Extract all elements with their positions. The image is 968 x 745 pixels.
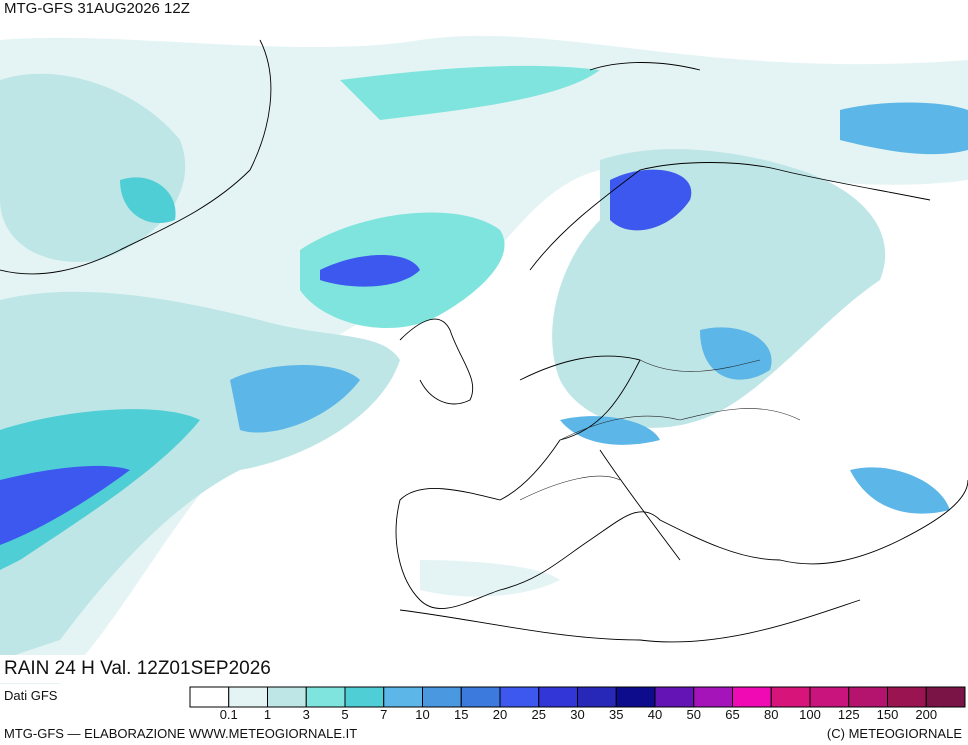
rain-area [320, 255, 420, 287]
coastline [0, 39, 272, 275]
legend-swatch [383, 686, 423, 708]
legend-label: 7 [380, 707, 387, 722]
map: MTG-GFS 31AUG2026 12Z RAIN 24 H Val. 12Z… [0, 0, 968, 685]
footer-right: (C) METEOGIORNALE [827, 726, 962, 741]
color-legend: 0.1 1 3 5 7 10 15 20 25 30 35 40 50 65 80 100 125 150 200 [189, 686, 966, 722]
legend-swatch [809, 686, 850, 708]
legend-label: 50 [687, 707, 701, 722]
legend-swatch [344, 686, 385, 708]
legend-label: 80 [764, 707, 778, 722]
rain-area [610, 169, 692, 231]
legend-label: 25 [532, 707, 546, 722]
rain-area [120, 177, 176, 224]
legend-label: 200 [915, 707, 937, 722]
legend-label: 10 [415, 707, 429, 722]
legend-swatch [228, 686, 268, 708]
legend-swatch [615, 686, 656, 708]
rain-area [340, 65, 600, 120]
rain-area [230, 365, 360, 433]
coastline [399, 599, 861, 643]
legend-label: 15 [454, 707, 468, 722]
rain-area [700, 327, 772, 380]
rain-area [840, 102, 968, 155]
rain-area [850, 467, 950, 514]
legend-swatch [925, 686, 966, 708]
label-background [0, 655, 335, 683]
legend-label: 40 [648, 707, 662, 722]
rain-area [560, 416, 660, 445]
rain-area [420, 560, 560, 597]
legend-swatch [267, 686, 307, 708]
legend-label: 30 [570, 707, 584, 722]
coastline [399, 318, 474, 405]
coastline [599, 449, 681, 561]
coastline [529, 162, 931, 271]
legend-label: 1 [264, 707, 271, 722]
legend-swatch [499, 686, 540, 708]
product-label: RAIN 24 H Val. 12Z01SEP2026 [4, 658, 271, 679]
legend-swatch [189, 686, 230, 708]
legend-swatch [770, 686, 811, 708]
legend-swatch [422, 686, 462, 708]
legend-label: 100 [799, 707, 821, 722]
legend-swatch [848, 686, 888, 708]
legend-swatch [460, 686, 501, 708]
legend-swatch [693, 686, 733, 708]
legend-label: 20 [493, 707, 507, 722]
country-border [519, 359, 801, 501]
legend-label: 5 [341, 707, 348, 722]
footer-left: MTG-GFS — ELABORAZIONE WWW.METEOGIORNALE… [4, 726, 357, 741]
legend-label: 35 [609, 707, 623, 722]
legend-swatch [577, 686, 617, 708]
legend-label: 3 [303, 707, 310, 722]
legend-label: 0.1 [220, 707, 238, 722]
data-source: Dati GFS [4, 688, 58, 703]
rain-area [0, 465, 130, 545]
legend-swatch [732, 686, 772, 708]
legend-swatch [305, 686, 346, 708]
coastline [589, 62, 701, 71]
run-title: MTG-GFS 31AUG2026 12Z [4, 0, 190, 17]
legend-swatch [654, 686, 695, 708]
legend-label: 150 [877, 707, 899, 722]
legend-swatch [887, 686, 927, 708]
rain-area-light [0, 35, 968, 685]
legend-label: 65 [725, 707, 739, 722]
legend-label: 125 [838, 707, 860, 722]
legend-swatch [538, 686, 578, 708]
